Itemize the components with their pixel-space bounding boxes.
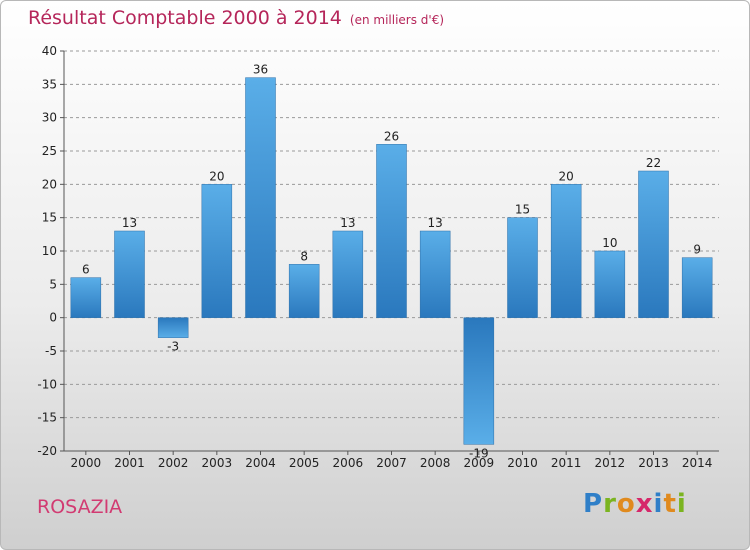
y-tick-label: -5 xyxy=(45,344,57,358)
x-tick-label: 2014 xyxy=(682,456,713,470)
bar xyxy=(681,257,713,318)
x-tick-label: 2003 xyxy=(202,456,233,470)
x-tick-label: 2008 xyxy=(420,456,451,470)
data-label: 20 xyxy=(559,169,574,183)
data-label: 9 xyxy=(693,243,701,257)
x-axis: 2000 2001 2002 2003 2004 2005 2006 2007 2008 2009… xyxy=(64,450,719,470)
x-tick-label: 2009 xyxy=(464,456,495,470)
logo-letter: x xyxy=(635,489,654,519)
y-tick-label: 25 xyxy=(42,144,57,158)
y-tick-label: 30 xyxy=(42,111,57,125)
x-tick-label: 2012 xyxy=(595,456,626,470)
bar xyxy=(157,317,189,338)
bar xyxy=(594,250,626,318)
y-tick-label: 5 xyxy=(49,277,57,291)
bar xyxy=(463,317,495,445)
logo-letter: i xyxy=(676,489,687,519)
x-tick-label: 2010 xyxy=(507,456,538,470)
x-tick-label: 2000 xyxy=(71,456,102,470)
y-tick-label: 15 xyxy=(42,211,57,225)
bar xyxy=(376,144,407,318)
y-tick-label: 0 xyxy=(49,311,57,325)
x-tick-label: 2006 xyxy=(333,456,364,470)
data-label: 22 xyxy=(646,156,661,170)
data-label: 20 xyxy=(209,169,224,183)
data-label: 10 xyxy=(602,236,617,250)
logo-letter: t xyxy=(663,489,677,519)
data-label: 6 xyxy=(82,263,90,277)
y-tick-label: -20 xyxy=(37,444,57,458)
bar xyxy=(638,170,669,318)
x-tick-label: 2013 xyxy=(638,456,669,470)
logo-letter: i xyxy=(653,489,664,519)
logo-letter: r xyxy=(603,489,617,519)
data-labels: 6 13 -3 20 36 8 13 26 13 -19 15 20 10 22 9 xyxy=(82,63,701,461)
title-text: Résultat Comptable 2000 à 2014 xyxy=(28,7,342,29)
y-tick-label: 40 xyxy=(42,44,57,58)
data-label: 13 xyxy=(428,216,443,230)
logo-letter: o xyxy=(616,489,636,519)
data-label: 13 xyxy=(340,216,355,230)
x-tick-label: 2005 xyxy=(289,456,320,470)
title-unit: (en milliers d'€) xyxy=(349,13,445,27)
proxiti-logo: Proxiti xyxy=(583,489,687,519)
entity-name: ROSAZIA xyxy=(37,496,123,518)
bar xyxy=(550,184,582,318)
x-tick-label: 2011 xyxy=(551,456,582,470)
data-label: 8 xyxy=(300,249,308,263)
data-label: 36 xyxy=(253,63,268,77)
y-tick-label: 20 xyxy=(42,177,57,191)
x-tick-label: 2007 xyxy=(376,456,407,470)
bar xyxy=(419,230,451,318)
data-label: -3 xyxy=(167,340,179,354)
y-axis: -20 -15 -10 -5 0 5 10 15 20 25 30 35 40 xyxy=(37,44,65,458)
logo-letter: P xyxy=(583,489,604,519)
data-label: 13 xyxy=(122,216,137,230)
x-tick-label: 2002 xyxy=(158,456,189,470)
data-label: 26 xyxy=(384,129,399,143)
y-tick-label: 35 xyxy=(42,77,57,91)
x-tick-label: 2001 xyxy=(114,456,145,470)
y-tick-label: -15 xyxy=(37,411,57,425)
bar xyxy=(70,277,102,318)
bar xyxy=(507,217,538,318)
x-tick-label: 2004 xyxy=(245,456,276,470)
y-tick-label: 10 xyxy=(42,244,57,258)
bar xyxy=(288,264,320,318)
bar xyxy=(245,77,276,318)
data-label: -19 xyxy=(469,446,489,460)
bar xyxy=(201,184,233,318)
chart-title: Résultat Comptable 2000 à 2014 (en millie… xyxy=(28,7,444,29)
bar xyxy=(332,230,364,318)
y-tick-label: -10 xyxy=(37,377,57,391)
bars xyxy=(70,77,713,445)
bar xyxy=(114,230,145,318)
data-label: 15 xyxy=(515,203,530,217)
